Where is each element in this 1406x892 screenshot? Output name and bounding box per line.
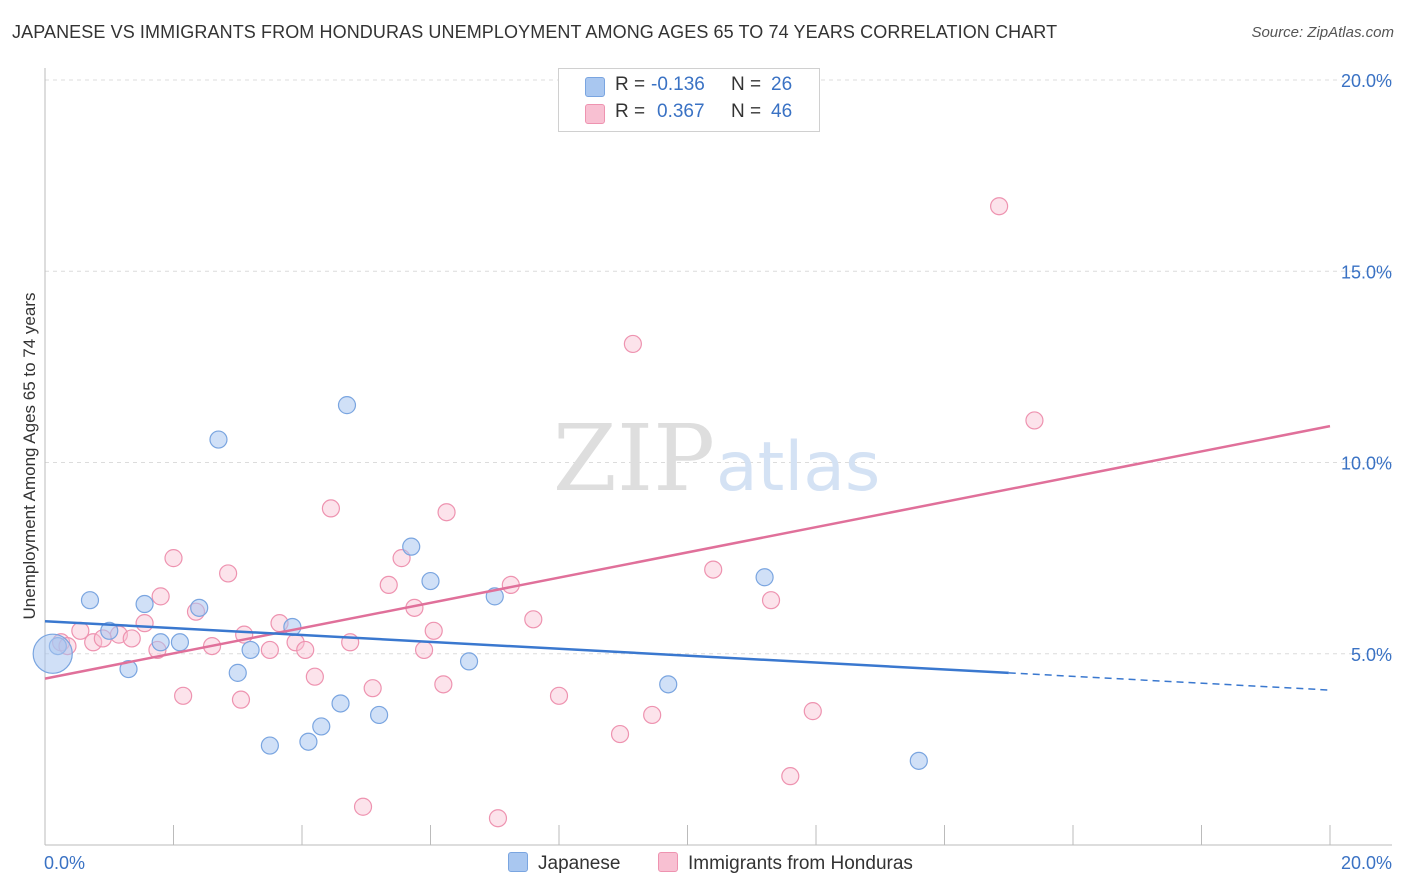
data-point (331, 694, 350, 713)
series-swatch-honduras (658, 852, 678, 872)
legend-r-value: -0.136 (651, 74, 705, 95)
data-point (524, 610, 543, 629)
data-point (135, 614, 154, 633)
y-tick-label: 15.0% (1341, 262, 1392, 282)
data-point (353, 797, 373, 816)
y-tick-label: 5.0% (1351, 645, 1392, 665)
data-point (100, 621, 119, 640)
grid-lines (45, 79, 1392, 655)
data-point (260, 736, 279, 755)
data-point (421, 571, 440, 591)
trend-line-honduras (44, 424, 1331, 680)
source-label: Source: ZipAtlas.com (1251, 24, 1394, 41)
watermark-atlas: atlas (716, 428, 880, 507)
watermark-zip: ZIP (553, 405, 715, 512)
data-point (296, 640, 315, 660)
data-point (659, 675, 678, 694)
watermark: ZIP atlas (553, 405, 880, 512)
legend-swatch-japanese (585, 77, 605, 97)
x-tick-label-min: 0.0% (44, 853, 85, 873)
series-swatch-japanese (508, 852, 528, 872)
data-point (228, 663, 247, 682)
data-point (219, 564, 238, 583)
legend-n-label: N = (731, 101, 762, 122)
legend-swatch-honduras (585, 104, 605, 124)
data-point (909, 751, 928, 770)
data-point (164, 549, 183, 568)
trend-line-japanese-extrapolated (1008, 672, 1331, 691)
data-point (761, 591, 781, 610)
data-point (704, 560, 723, 579)
data-point (437, 503, 456, 522)
data-point (299, 732, 318, 751)
data-point (643, 705, 662, 725)
data-point (260, 640, 279, 660)
data-point (151, 587, 170, 606)
data-point (337, 396, 357, 415)
data-point (623, 334, 642, 354)
data-point (363, 679, 382, 698)
data-point (370, 705, 389, 725)
data-point (312, 717, 331, 736)
data-point (488, 809, 508, 828)
data-point (424, 621, 443, 640)
tick-labels: 5.0% 10.0% 15.0% 20.0% 0.0% 20.0% (44, 71, 1392, 873)
data-point (32, 633, 73, 674)
legend-n-label: N = (731, 74, 762, 95)
axes (44, 68, 1392, 846)
chart-title: JAPANESE VS IMMIGRANTS FROM HONDURAS UNE… (12, 22, 1058, 42)
data-point (990, 197, 1009, 216)
series-legend-honduras: Immigrants from Honduras (658, 852, 913, 875)
data-point (231, 690, 251, 709)
data-point (321, 499, 341, 518)
trend-lines (44, 424, 1331, 691)
data-point (379, 575, 398, 595)
legend-n-value: 46 (771, 101, 793, 122)
y-tick-label: 20.0% (1341, 71, 1392, 91)
data-point (549, 686, 569, 705)
data-point (80, 591, 100, 610)
data-point (755, 568, 774, 587)
data-point (610, 724, 630, 744)
x-tick-label-max: 20.0% (1341, 853, 1392, 873)
series-legend-japanese: Japanese (508, 852, 620, 875)
data-point (135, 594, 154, 614)
data-point (241, 640, 260, 660)
legend-r-label: R = (615, 74, 646, 95)
data-point (803, 702, 822, 721)
data-point (305, 667, 324, 686)
data-point (174, 686, 193, 705)
series-name-honduras: Immigrants from Honduras (688, 853, 913, 874)
data-point (414, 640, 434, 660)
correlation-legend: R = -0.136 N = 26 R = 0.367 N = 46 (558, 68, 820, 132)
legend-r-value: 0.367 (657, 101, 705, 122)
data-points (32, 197, 1044, 828)
series-name-japanese: Japanese (538, 853, 621, 874)
data-point (1025, 411, 1044, 430)
data-point (119, 659, 138, 679)
data-point (209, 430, 228, 449)
legend-r-label: R = (615, 101, 646, 122)
legend-n-value: 26 (771, 74, 793, 95)
data-point (122, 629, 141, 648)
data-point (170, 633, 190, 652)
data-point (190, 598, 209, 617)
data-point (84, 633, 103, 652)
data-point (434, 675, 453, 694)
data-point (459, 652, 479, 671)
trend-line-japanese (44, 619, 1009, 675)
data-point (781, 767, 800, 786)
data-point (402, 537, 421, 556)
y-tick-label: 10.0% (1341, 454, 1392, 474)
data-point (151, 633, 170, 652)
